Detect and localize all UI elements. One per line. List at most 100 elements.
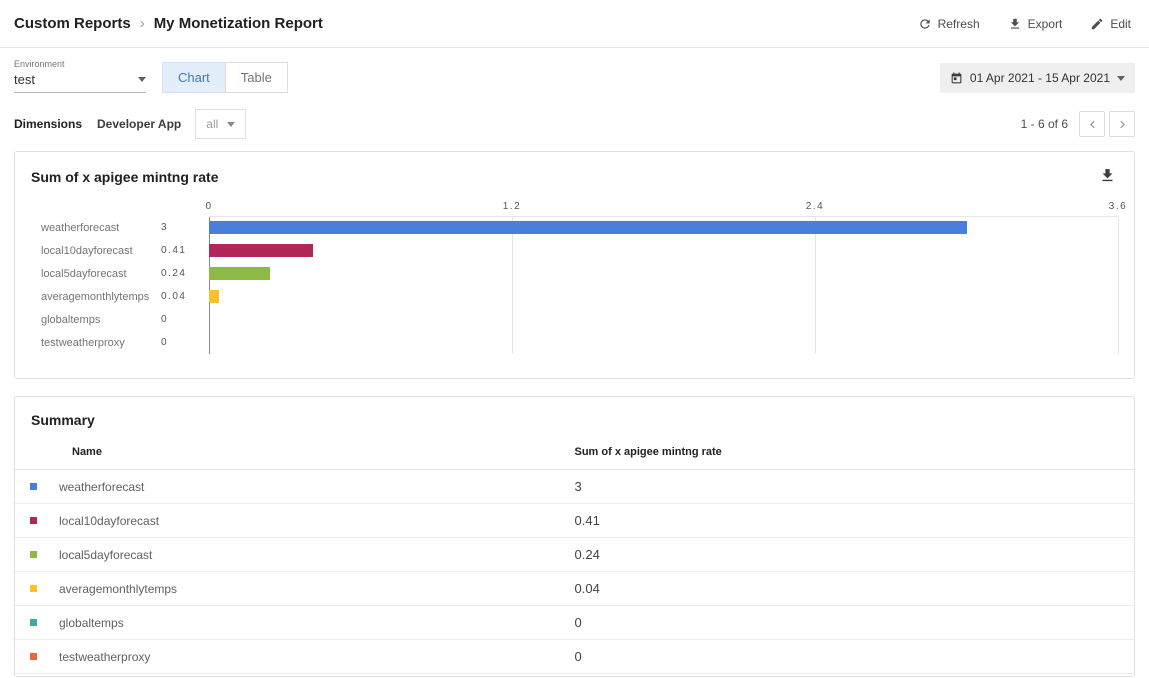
chart-bar-area bbox=[209, 267, 1118, 280]
chevron-down-icon bbox=[1117, 75, 1125, 81]
chart-category-label: testweatherproxy bbox=[41, 336, 125, 349]
dimensions-bar: Dimensions Developer App all 1 - 6 of 6 bbox=[0, 93, 1149, 139]
series-color-swatch bbox=[30, 551, 37, 559]
chevron-down-icon bbox=[138, 77, 146, 82]
refresh-icon bbox=[919, 18, 930, 29]
breadcrumb-separator-icon: › bbox=[139, 15, 145, 32]
date-range-value: 01 Apr 2021 - 15 Apr 2021 bbox=[969, 71, 1110, 85]
edit-label: Edit bbox=[1110, 16, 1131, 31]
summary-card: Summary Name Sum of x apigee mintng rate… bbox=[14, 396, 1135, 677]
chart-plot-area: weatherforecast 3 local10dayforecast 0.41 lo… bbox=[31, 216, 1119, 358]
environment-label: Environment bbox=[14, 59, 65, 69]
horizontal-bar-chart: 0 1.2 2.4 3.6 weatherforecast 3 local10dayfor… bbox=[31, 201, 1126, 358]
export-label: Export bbox=[1027, 16, 1063, 31]
chart-category-label: globaltemps bbox=[41, 313, 101, 326]
tab-table[interactable]: Table bbox=[224, 62, 288, 93]
summary-value: 3 bbox=[574, 469, 1134, 504]
view-toggle: Chart Table bbox=[162, 62, 288, 93]
dimensions-label: Dimensions bbox=[14, 117, 83, 131]
chart-value-label: 0.24 bbox=[161, 268, 187, 279]
y-axis-line bbox=[209, 217, 210, 354]
summary-row: local5dayforecast 0.24 bbox=[15, 537, 1134, 572]
x-axis-tick-label: 2.4 bbox=[805, 201, 825, 212]
summary-value: 0.04 bbox=[574, 571, 1134, 606]
pagination-range: 1 - 6 of 6 bbox=[1020, 117, 1068, 131]
summary-name-cell: globaltemps bbox=[15, 605, 575, 640]
series-color-swatch bbox=[30, 653, 37, 661]
environment-value: test bbox=[14, 72, 35, 87]
series-color-swatch bbox=[30, 585, 37, 593]
chart-bar-area bbox=[209, 313, 1118, 326]
chart-value-label: 0 bbox=[161, 337, 169, 348]
refresh-button[interactable]: Refresh bbox=[918, 17, 980, 31]
chart-category-label: local5dayforecast bbox=[41, 267, 127, 280]
chart-card: Sum of x apigee mintng rate 0 1.2 2.4 3.6 w… bbox=[14, 151, 1135, 379]
chart-bar-area bbox=[209, 290, 1118, 303]
chart-card-header: Sum of x apigee mintng rate bbox=[31, 165, 1118, 189]
chart-bar[interactable] bbox=[209, 221, 967, 234]
chart-rows: weatherforecast 3 local10dayforecast 0.41 lo… bbox=[31, 216, 1118, 358]
series-color-swatch bbox=[30, 619, 37, 627]
pagination-prev-button[interactable] bbox=[1079, 111, 1105, 137]
summary-row: testweatherproxy 0 bbox=[15, 639, 1134, 674]
summary-name-cell: testweatherproxy bbox=[15, 639, 575, 674]
column-header-value: Sum of x apigee mintng rate bbox=[574, 436, 1134, 470]
header-actions: Refresh Export Edit bbox=[918, 17, 1131, 31]
chart-value-label: 3 bbox=[161, 222, 169, 233]
tab-chart[interactable]: Chart bbox=[162, 62, 226, 93]
summary-row: weatherforecast 3 bbox=[15, 469, 1134, 504]
dimension-value-select[interactable]: all bbox=[195, 109, 247, 139]
summary-value: 0 bbox=[574, 639, 1134, 674]
chart-category-label: averagemonthlytemps bbox=[41, 290, 150, 303]
chart-download-button[interactable] bbox=[1097, 165, 1118, 189]
refresh-label: Refresh bbox=[937, 16, 980, 31]
chart-row: averagemonthlytemps 0.04 bbox=[31, 285, 1118, 308]
dimension-value: all bbox=[206, 117, 219, 131]
export-button[interactable]: Export bbox=[1008, 16, 1063, 31]
download-icon bbox=[1010, 18, 1019, 29]
gridline bbox=[814, 217, 816, 354]
x-axis-tick-label: 3.6 bbox=[1108, 201, 1128, 212]
chart-value-label: 0.41 bbox=[161, 245, 187, 256]
header: Custom Reports › My Monetization Report … bbox=[0, 0, 1149, 48]
summary-name: averagemonthlytemps bbox=[59, 581, 178, 596]
page-title: My Monetization Report bbox=[153, 15, 323, 32]
summary-value: 0.24 bbox=[574, 537, 1134, 572]
x-axis: 0 1.2 2.4 3.6 bbox=[205, 201, 1125, 216]
pagination-next-button[interactable] bbox=[1109, 111, 1135, 137]
chart-bar[interactable] bbox=[209, 267, 270, 280]
chart-row: local10dayforecast 0.41 bbox=[31, 239, 1118, 262]
summary-row: local10dayforecast 0.41 bbox=[15, 503, 1134, 538]
calendar-icon bbox=[951, 72, 962, 83]
download-icon bbox=[1102, 169, 1113, 182]
toolbar: Environment test Chart Table 01 Apr 2021… bbox=[0, 48, 1149, 93]
chart-value-label: 0 bbox=[161, 314, 169, 325]
summary-name-cell: averagemonthlytemps bbox=[15, 571, 575, 606]
edit-button[interactable]: Edit bbox=[1090, 17, 1131, 31]
summary-name: weatherforecast bbox=[59, 479, 145, 494]
summary-name: local10dayforecast bbox=[59, 513, 160, 528]
chart-title: Sum of x apigee mintng rate bbox=[31, 169, 219, 185]
summary-value: 0 bbox=[574, 605, 1134, 640]
gridline bbox=[1118, 217, 1119, 354]
chart-bar-area bbox=[209, 244, 1118, 257]
summary-title: Summary bbox=[31, 412, 95, 428]
chart-value-label: 0.04 bbox=[161, 291, 187, 302]
summary-header-row: Name Sum of x apigee mintng rate bbox=[15, 436, 1134, 470]
breadcrumb-root-link[interactable]: Custom Reports bbox=[14, 15, 131, 32]
chevron-down-icon bbox=[227, 121, 236, 127]
chart-bar[interactable] bbox=[209, 290, 220, 303]
chart-row: globaltemps 0 bbox=[31, 308, 1118, 331]
chart-row: testweatherproxy 0 bbox=[31, 331, 1118, 354]
chevron-left-icon bbox=[1089, 120, 1095, 128]
date-range-picker[interactable]: 01 Apr 2021 - 15 Apr 2021 bbox=[939, 63, 1135, 93]
summary-name: local5dayforecast bbox=[59, 547, 153, 562]
pagination: 1 - 6 of 6 bbox=[1021, 111, 1135, 137]
chart-row: weatherforecast 3 bbox=[31, 216, 1118, 239]
chart-bar[interactable] bbox=[209, 244, 313, 257]
chart-row: local5dayforecast 0.24 bbox=[31, 262, 1118, 285]
environment-select[interactable]: Environment test bbox=[14, 59, 146, 93]
summary-row: averagemonthlytemps 0.04 bbox=[15, 571, 1134, 606]
chevron-right-icon bbox=[1119, 120, 1125, 128]
summary-name-cell: weatherforecast bbox=[15, 469, 575, 504]
